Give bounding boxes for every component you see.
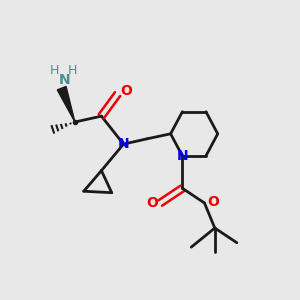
Text: N: N: [177, 149, 188, 163]
Text: O: O: [146, 196, 158, 210]
Text: N: N: [59, 73, 70, 87]
Text: O: O: [121, 84, 132, 98]
Text: H: H: [67, 64, 77, 77]
Polygon shape: [57, 86, 75, 122]
Text: N: N: [118, 137, 129, 151]
Text: H: H: [50, 64, 59, 77]
Text: O: O: [207, 194, 219, 208]
